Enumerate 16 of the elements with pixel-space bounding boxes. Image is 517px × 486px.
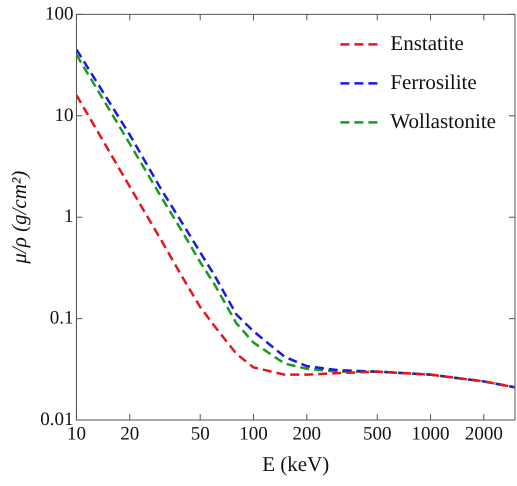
x-tick-label: 50 <box>190 423 210 444</box>
x-axis-title: E (keV) <box>262 452 330 476</box>
x-tick-label: 2000 <box>464 423 503 444</box>
legend-label: Enstatite <box>390 30 464 55</box>
y-tick-label: 10 <box>54 104 74 126</box>
x-tick-label: 200 <box>292 423 322 444</box>
y-axis-title: μ/ρ (g/cm²) <box>7 170 32 265</box>
legend-label: Ferrosilite <box>390 70 477 94</box>
legend-label: Wollastonite <box>390 108 496 133</box>
y-tick-label: 1 <box>64 206 74 228</box>
x-tick-label: 500 <box>362 423 392 444</box>
x-tick-label: 1000 <box>412 423 450 444</box>
y-tick-label: 0.1 <box>50 308 74 329</box>
x-tick-label: 20 <box>120 423 140 444</box>
x-tick-label: 100 <box>239 423 268 444</box>
y-tick-label: 100 <box>44 3 74 24</box>
